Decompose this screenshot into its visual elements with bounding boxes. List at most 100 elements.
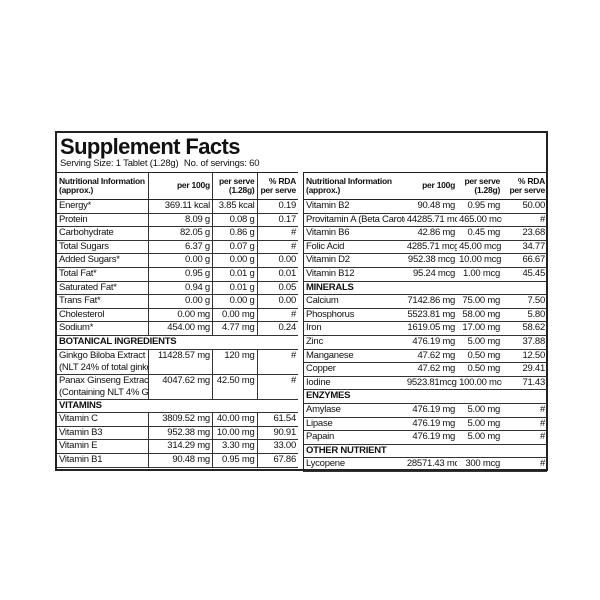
name: Total Fat* xyxy=(59,267,97,279)
value-cell: 952.38 mg xyxy=(148,426,213,441)
value: 0.00 g xyxy=(229,254,255,266)
nutrient-row: Vitamin D2 952.38 mcg 10.00 mcg 66.67 xyxy=(304,253,547,268)
value-cell: 90.48 mg xyxy=(148,453,213,468)
value: 71.43 xyxy=(522,376,545,388)
nutrient-row: Lycopene 28571.43 mcg 300 mcg # xyxy=(304,457,547,472)
section-heading: MINERALS xyxy=(304,281,547,296)
nutrient-name: Added Sugars* xyxy=(57,253,150,268)
value-cell: 0.08 g xyxy=(212,213,258,228)
nutrient-row: Saturated Fat* 0.94 g 0.01 g 0.05 xyxy=(57,281,298,296)
value-cell: # xyxy=(502,417,547,432)
header-cell: per 100g xyxy=(404,173,458,200)
value-cell: 42.50 mg xyxy=(212,374,258,400)
value: 82.05 g xyxy=(179,227,210,239)
value-cell: 0.86 g xyxy=(212,226,258,241)
nutrient-name: Zinc xyxy=(304,335,405,350)
name: Protein xyxy=(59,213,88,225)
value-cell: 95.24 mcg xyxy=(404,267,458,282)
value: # xyxy=(539,213,545,225)
value-cell: 37.88 xyxy=(502,335,547,350)
value: 300 mcg xyxy=(465,458,501,470)
value-cell: # xyxy=(257,349,298,375)
facts-table: Nutritional Information (approx.) per 100… xyxy=(57,173,298,468)
value-cell: 0.01 g xyxy=(212,267,258,282)
nutrient-row: Vitamin C 3809.52 mg 40.00 mg 61.54 xyxy=(57,412,298,427)
value: 5.00 mg xyxy=(467,431,501,443)
value: 476.19 mg xyxy=(412,431,456,443)
panel-title: Supplement Facts xyxy=(60,134,240,159)
left-column: Nutritional Information (approx.) per 100… xyxy=(57,172,298,468)
nutrient-row: Panax Ginseng Extract (Containing NLT 4% … xyxy=(57,374,298,400)
value: 10.00 mcg xyxy=(459,254,502,266)
value: 8.09 g xyxy=(185,213,210,225)
nutrient-row: Copper 47.62 mg 0.50 mg 29.41 xyxy=(304,362,547,377)
header-cell: % RDA per serve xyxy=(502,173,547,200)
value: 0.00 g xyxy=(185,254,210,266)
nutrient-name: Copper xyxy=(304,362,405,377)
value: 17.00 mg xyxy=(462,322,501,334)
value: 42.86 mg xyxy=(417,227,456,239)
value: 33.00 xyxy=(273,440,296,452)
nutrient-name: Lycopene xyxy=(304,457,405,472)
value-cell: 10.00 mcg xyxy=(457,253,503,268)
value-cell: 3809.52 mg xyxy=(148,412,213,427)
nutrient-row: Total Sugars 6.37 g 0.07 g # xyxy=(57,240,298,255)
nutrient-name: Calcium xyxy=(304,294,405,309)
value: # xyxy=(539,417,545,429)
right-column: Nutritional Information (approx.) per 100… xyxy=(303,172,547,472)
value-cell: 476.19 mg xyxy=(404,430,458,445)
nutrient-name: Iron xyxy=(304,321,405,336)
value-cell: 0.00 xyxy=(257,294,298,309)
nutrient-name: Lipase xyxy=(304,417,405,432)
value: 0.94 g xyxy=(185,281,210,293)
value-cell: 3.85 kcal xyxy=(212,199,258,214)
value-cell: 0.00 xyxy=(257,253,298,268)
value-cell: 23.68 xyxy=(502,226,547,241)
value-cell: 120 mg xyxy=(212,349,258,375)
value: 0.86 g xyxy=(229,227,255,239)
value-cell: 17.00 mg xyxy=(457,321,503,336)
value-cell: 0.00 g xyxy=(148,294,213,309)
name: Saturated Fat* xyxy=(59,281,117,293)
value: 3.30 mg xyxy=(221,440,255,452)
value: # xyxy=(290,374,296,386)
value-cell: 3.30 mg xyxy=(212,439,258,454)
value: # xyxy=(539,458,545,470)
name: Total Sugars xyxy=(59,240,109,252)
value: 67.86 xyxy=(273,453,296,465)
value: 47.62 mg xyxy=(417,349,456,361)
header-cell: per 100g xyxy=(148,173,213,200)
value: 7.50 xyxy=(527,295,546,307)
value-cell: 5.00 mg xyxy=(457,335,503,350)
value: 4285.71 mcg xyxy=(406,240,458,252)
value-cell: 952.38 mcg xyxy=(404,253,458,268)
name: Vitamin B6 xyxy=(306,227,350,239)
name: Lipase xyxy=(306,417,333,429)
name: Trans Fat* xyxy=(59,295,101,307)
value: 476.19 mg xyxy=(412,403,456,415)
value-cell: 90.91 xyxy=(257,426,298,441)
name: Ginkgo Biloba Extract xyxy=(59,349,146,361)
value-cell: 0.07 g xyxy=(212,240,258,255)
nutrient-name: Vitamin B2 xyxy=(304,199,405,214)
value-cell: 476.19 mg xyxy=(404,335,458,350)
value: 9523.81mcg xyxy=(406,376,457,388)
name: Iodine xyxy=(306,376,331,388)
header-cell: Nutritional Information (approx.) xyxy=(57,173,150,200)
value: 23.68 xyxy=(522,227,545,239)
value: 476.19 mg xyxy=(412,335,456,347)
value-cell: 314.29 mg xyxy=(148,439,213,454)
value-cell: 28571.43 mcg xyxy=(404,457,458,472)
nutrient-name: Provitamin A (Beta Carotene) xyxy=(304,213,405,228)
nutrient-name: Manganese xyxy=(304,349,405,364)
name: Iron xyxy=(306,322,322,334)
value: 0.00 xyxy=(278,295,297,307)
value: 58.62 xyxy=(522,322,545,334)
value-cell: 0.45 mg xyxy=(457,226,503,241)
value: 314.29 mg xyxy=(167,440,210,452)
nutrient-row: Iodine 9523.81mcg 100.00 mcg 71.43 xyxy=(304,376,547,391)
value: 5.00 mg xyxy=(467,403,501,415)
nutrient-row: Folic Acid 4285.71 mcg 45.00 mcg 34.77 xyxy=(304,240,547,255)
value-cell: 4.77 mg xyxy=(212,321,258,336)
value-cell: 34.77 xyxy=(502,240,547,255)
